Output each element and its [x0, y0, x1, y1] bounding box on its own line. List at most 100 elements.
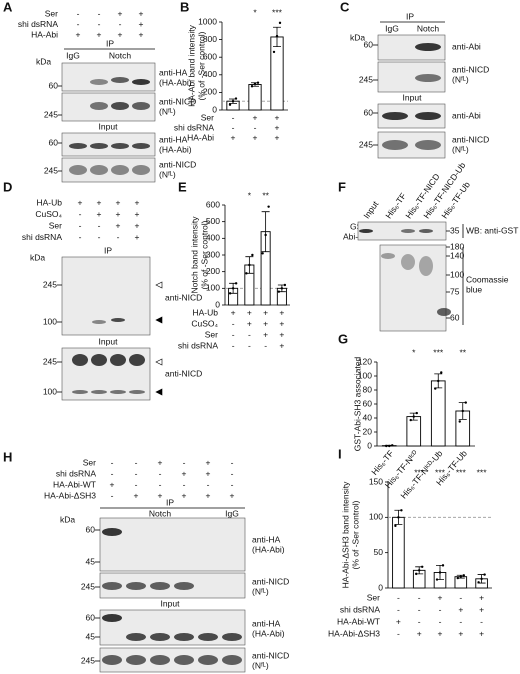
label: anti-HA	[159, 134, 188, 144]
data-point	[280, 287, 284, 290]
condition-mark: -	[459, 592, 462, 602]
condition-mark: -	[77, 19, 80, 29]
label: Input	[403, 92, 423, 102]
band	[222, 655, 242, 665]
y-tick-label: 200	[203, 87, 217, 97]
condition-mark: +	[253, 132, 258, 142]
y-tick-label: 0	[212, 104, 217, 114]
condition-name: HA-Ub	[36, 197, 62, 207]
condition-mark: +	[230, 490, 235, 500]
band	[132, 79, 150, 85]
band	[90, 165, 108, 175]
data-point	[456, 576, 459, 580]
label: 245	[81, 655, 95, 665]
label: anti-Abi	[452, 110, 481, 120]
condition-mark: -	[232, 318, 235, 328]
condition-mark: +	[206, 457, 211, 467]
band	[419, 229, 433, 233]
data-point	[231, 287, 235, 290]
label: anti-HA	[252, 534, 281, 544]
arrowhead	[155, 358, 163, 366]
band	[415, 74, 441, 82]
y-tick-label: 400	[203, 69, 217, 79]
condition-mark: +	[263, 318, 268, 328]
data-point	[267, 205, 270, 208]
condition-name: Ser	[367, 592, 380, 602]
band	[381, 253, 395, 259]
label: 60	[364, 107, 374, 117]
lane-label: Input	[361, 199, 380, 221]
condition-mark: +	[247, 318, 252, 328]
condition-mark: +	[110, 479, 115, 489]
condition-mark: -	[418, 592, 421, 602]
condition-mark: -	[183, 457, 186, 467]
condition-mark: -	[159, 479, 162, 489]
label: (Nᶠᴸ)	[452, 74, 469, 84]
condition-mark: +	[275, 112, 280, 122]
blot	[379, 244, 447, 332]
condition-mark: -	[232, 329, 235, 339]
condition-mark: +	[279, 318, 284, 328]
data-point	[461, 409, 464, 413]
band	[111, 102, 129, 110]
significance: ***	[435, 467, 446, 477]
label: Notch	[109, 50, 131, 60]
band	[419, 256, 433, 276]
band	[129, 354, 145, 366]
band	[102, 614, 122, 622]
band	[126, 633, 146, 641]
y-tick-label: 20	[363, 426, 373, 436]
label: blue	[466, 284, 482, 294]
band	[437, 308, 451, 316]
label: (HA-Abi)	[159, 77, 192, 87]
condition-name: Ser	[83, 457, 96, 467]
data-point	[283, 283, 287, 287]
band	[415, 112, 441, 120]
band	[111, 318, 125, 322]
label: 245	[43, 279, 57, 289]
condition-mark: -	[111, 468, 114, 478]
condition-mark: +	[76, 29, 81, 39]
band	[132, 165, 150, 175]
arrowhead	[155, 316, 163, 324]
band	[92, 320, 106, 324]
label: (Nᶠᴸ)	[159, 169, 176, 179]
condition-name: Ser	[205, 329, 218, 339]
data-point	[412, 415, 415, 418]
label: 245	[44, 109, 58, 119]
condition-mark: +	[279, 307, 284, 317]
label: 100	[450, 269, 464, 279]
data-point	[480, 577, 483, 581]
condition-name: CuSO₄	[191, 318, 218, 328]
label: (Nᶠᴸ)	[452, 144, 469, 154]
condition-mark: +	[78, 197, 83, 207]
condition-mark: -	[207, 479, 210, 489]
band	[150, 655, 170, 665]
label: IgG	[385, 23, 399, 33]
condition-mark: +	[116, 197, 121, 207]
band	[150, 633, 170, 641]
condition-mark: -	[231, 468, 234, 478]
condition-name: shi dsRNA	[174, 122, 214, 132]
condition-name: HA-Abi-ΔSH3	[328, 628, 380, 638]
condition-mark: +	[135, 232, 140, 242]
condition-mark: -	[98, 8, 101, 18]
bar	[406, 416, 422, 447]
y-tick-label: 0	[367, 440, 372, 450]
band	[72, 390, 88, 394]
data-point	[248, 263, 251, 267]
y-axis-label: HA-Abi-ΔSH3 band intensity	[340, 481, 350, 589]
band	[415, 140, 441, 150]
y-tick-label: 50	[374, 547, 384, 557]
blot	[61, 62, 156, 92]
band	[90, 79, 108, 85]
panel-label: G	[338, 331, 348, 346]
label: anti-NICD	[252, 650, 289, 660]
y-tick-label: 80	[363, 384, 373, 394]
label: anti-NICD	[165, 368, 202, 378]
label: IgG	[66, 50, 80, 60]
condition-mark: -	[79, 232, 82, 242]
blot	[99, 647, 246, 673]
data-point	[275, 34, 279, 38]
